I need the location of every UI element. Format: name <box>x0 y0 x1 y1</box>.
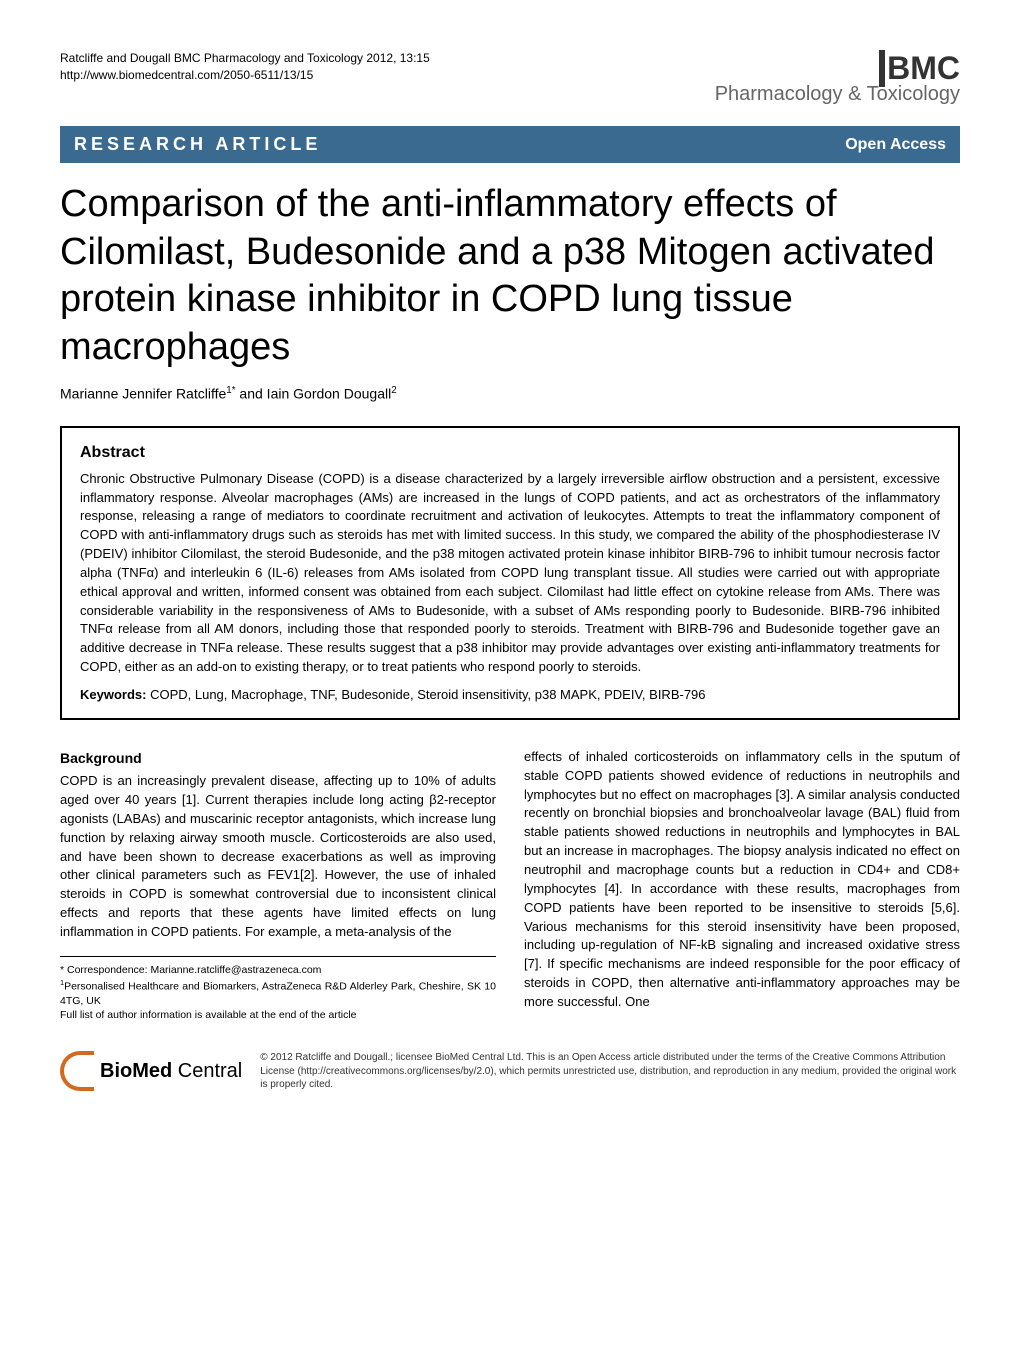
authors-line: Marianne Jennifer Ratcliffe1* and Iain G… <box>60 385 960 402</box>
right-column: effects of inhaled corticosteroids on in… <box>524 748 960 1023</box>
license-text: © 2012 Ratcliffe and Dougall.; licensee … <box>260 1051 960 1092</box>
correspondence-more-info: Full list of author information is avail… <box>60 1008 496 1023</box>
correspondence-divider <box>60 956 496 957</box>
biomed-paren-icon <box>60 1051 94 1091</box>
correspondence-affiliation: 1Personalised Healthcare and Biomarkers,… <box>60 978 496 1009</box>
correspondence-email: * Correspondence: Marianne.ratcliffe@ast… <box>60 963 496 978</box>
journal-logo: BMC Pharmacology & Toxicology <box>715 50 960 106</box>
abstract-box: Abstract Chronic Obstructive Pulmonary D… <box>60 426 960 720</box>
citation-url: http://www.biomedcentral.com/2050-6511/1… <box>60 67 430 84</box>
biomed-light: Central <box>172 1060 242 1082</box>
body-columns: Background COPD is an increasingly preva… <box>60 748 960 1023</box>
background-text-col2: effects of inhaled corticosteroids on in… <box>524 748 960 1012</box>
background-heading: Background <box>60 748 496 768</box>
article-type-label: RESEARCH ARTICLE <box>74 134 321 155</box>
page-footer: BioMed Central © 2012 Ratcliffe and Doug… <box>60 1051 960 1092</box>
biomed-central-logo: BioMed Central <box>60 1051 242 1091</box>
page-header: Ratcliffe and Dougall BMC Pharmacology a… <box>60 50 960 106</box>
keywords-values: COPD, Lung, Macrophage, TNF, Budesonide,… <box>146 687 705 702</box>
citation-block: Ratcliffe and Dougall BMC Pharmacology a… <box>60 50 430 84</box>
keywords-label: Keywords: <box>80 687 146 702</box>
correspondence-block: * Correspondence: Marianne.ratcliffe@ast… <box>60 963 496 1023</box>
citation-line: Ratcliffe and Dougall BMC Pharmacology a… <box>60 50 430 67</box>
background-text-col1: COPD is an increasingly prevalent diseas… <box>60 772 496 942</box>
left-column: Background COPD is an increasingly preva… <box>60 748 496 1023</box>
abstract-text: Chronic Obstructive Pulmonary Disease (C… <box>80 470 940 677</box>
bmc-logo-text: BMC <box>879 50 960 87</box>
article-type-bar: RESEARCH ARTICLE Open Access <box>60 126 960 163</box>
journal-subtitle: Pharmacology & Toxicology <box>715 83 960 106</box>
keywords-line: Keywords: COPD, Lung, Macrophage, TNF, B… <box>80 687 940 702</box>
biomed-logo-text: BioMed Central <box>100 1060 242 1083</box>
biomed-bold: BioMed <box>100 1060 172 1082</box>
open-access-label: Open Access <box>845 136 946 154</box>
abstract-heading: Abstract <box>80 444 940 462</box>
article-title: Comparison of the anti-inflammatory effe… <box>60 181 960 371</box>
